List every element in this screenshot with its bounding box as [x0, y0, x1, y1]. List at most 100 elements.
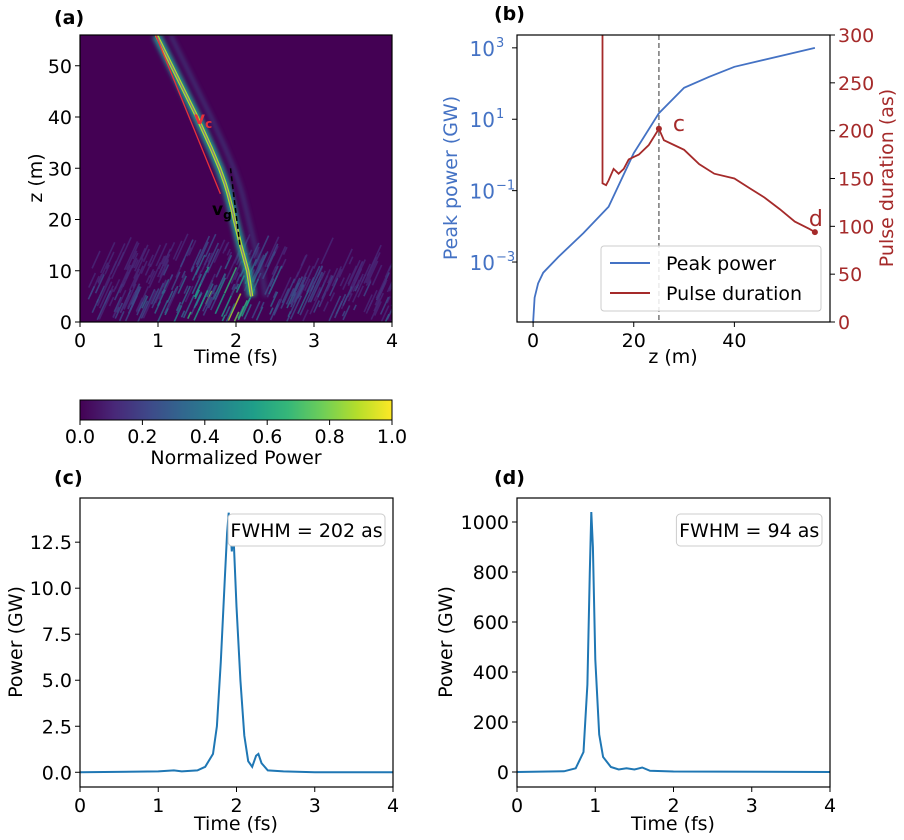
heatmap-streak	[114, 278, 121, 290]
heatmap-streak	[237, 305, 245, 319]
heatmap-streak	[142, 248, 151, 263]
heatmap-streak	[144, 263, 152, 276]
heatmap-streak	[87, 272, 97, 288]
heatmap-streak	[157, 255, 166, 270]
heatmap-streak	[207, 252, 214, 263]
heatmap-streak	[173, 304, 183, 322]
c-xtick-label: 2	[230, 795, 242, 817]
heatmap-streak	[96, 277, 112, 307]
heatmap-streak	[375, 274, 388, 299]
heatmap-streak	[300, 255, 307, 267]
heatmap-streak	[169, 241, 176, 252]
heatmap-streak	[87, 285, 96, 300]
fwhm-annotation: FWHM = 94 as	[679, 520, 819, 542]
heatmap-streak	[96, 285, 106, 303]
heatmap-streak	[119, 295, 130, 314]
heatmap-streak	[98, 288, 114, 320]
power-line	[516, 511, 831, 773]
marker-c	[655, 125, 662, 132]
heatmap-streak	[371, 264, 383, 286]
heatmap-streak	[113, 296, 122, 313]
heatmap-streak	[170, 271, 181, 291]
heatmap-streak	[235, 283, 240, 290]
b-right-ytick-label: 200	[838, 121, 874, 143]
c-ytick-label: 12.5	[30, 532, 72, 554]
heatmap-streak	[186, 247, 192, 257]
heatmap-streak	[269, 291, 279, 307]
heatmap-streak	[386, 307, 392, 320]
heatmap-streak	[175, 301, 182, 312]
heatmap-streak	[167, 287, 179, 309]
heatmap-streak	[313, 300, 321, 313]
heatmap-streak	[306, 277, 315, 293]
heatmap-streak	[251, 300, 261, 319]
heatmap-streak	[91, 250, 101, 269]
heatmap-streak	[145, 274, 151, 283]
d-panel-label: (d)	[494, 467, 525, 489]
heatmap-streak	[348, 268, 363, 296]
heatmap-streak	[149, 244, 162, 268]
vc-line	[155, 35, 222, 195]
heatmap-streak	[180, 310, 186, 318]
heatmap-streak	[365, 252, 381, 284]
heatmap-streak	[233, 271, 239, 281]
heatmap-streak	[359, 273, 364, 282]
heatmap-streak	[280, 278, 296, 309]
heatmap-streak	[233, 311, 240, 322]
heatmap-streak	[292, 276, 304, 297]
b-ytick-label: 103	[470, 36, 505, 61]
d-xtick-label: 2	[667, 795, 679, 817]
a-ytick-label: 0	[60, 312, 72, 334]
heatmap-streak	[271, 266, 277, 275]
heatmap-streak	[140, 288, 156, 319]
heatmap-streak	[187, 311, 192, 320]
pulse-track-center	[155, 35, 253, 297]
heatmap-streak	[133, 258, 144, 279]
heatmap-streak	[132, 250, 138, 260]
d-ytick-label: 1000	[461, 512, 509, 534]
heatmap-streak	[220, 273, 227, 285]
heatmap-streak	[375, 272, 390, 301]
heatmap-streak	[159, 258, 170, 278]
heatmap-streak	[128, 268, 141, 291]
heatmap-streak	[387, 261, 392, 272]
panel-c: FWHM = 202 as Time (fs) Power (GW) (c)	[5, 467, 394, 835]
a-ytick-label: 20	[48, 210, 72, 232]
heatmap-streak	[136, 294, 147, 316]
vg-line	[229, 168, 241, 246]
c-xtick-label: 1	[152, 795, 164, 817]
heatmap-streak	[155, 242, 168, 267]
heatmap-streak	[154, 279, 167, 304]
heatmap-streak	[140, 260, 148, 274]
a-ytick-label: 30	[48, 158, 72, 180]
heatmap-streak	[162, 264, 170, 276]
heatmap-streak	[245, 297, 251, 307]
heatmap-streak	[117, 236, 132, 267]
marker-d	[811, 229, 818, 236]
heatmap-streak	[328, 277, 339, 297]
heatmap-streak	[357, 285, 364, 298]
heatmap-streak	[262, 251, 276, 280]
heatmap-streak	[147, 270, 156, 285]
heatmap-streak	[195, 241, 209, 268]
heatmap-streak	[154, 301, 162, 314]
legend-box	[600, 245, 822, 312]
heatmap-streak	[94, 274, 105, 294]
heatmap-streak	[191, 266, 200, 281]
heatmap-streak	[299, 285, 315, 316]
legend-entry: Pulse duration	[666, 283, 802, 305]
heatmap	[80, 35, 392, 322]
heatmap-streak	[194, 289, 201, 300]
heatmap-streak	[323, 301, 329, 312]
heatmap-streak	[290, 277, 301, 297]
heatmap-streak	[132, 274, 140, 287]
heatmap-streak	[226, 248, 231, 256]
heatmap-streak	[342, 286, 353, 306]
heatmap-streak	[182, 294, 195, 319]
heatmap-streak	[125, 252, 139, 280]
a-ylabel: z (m)	[25, 153, 47, 202]
heatmap-streak	[134, 247, 147, 272]
heatmap-streak	[255, 306, 264, 321]
heatmap-streak	[96, 290, 112, 321]
